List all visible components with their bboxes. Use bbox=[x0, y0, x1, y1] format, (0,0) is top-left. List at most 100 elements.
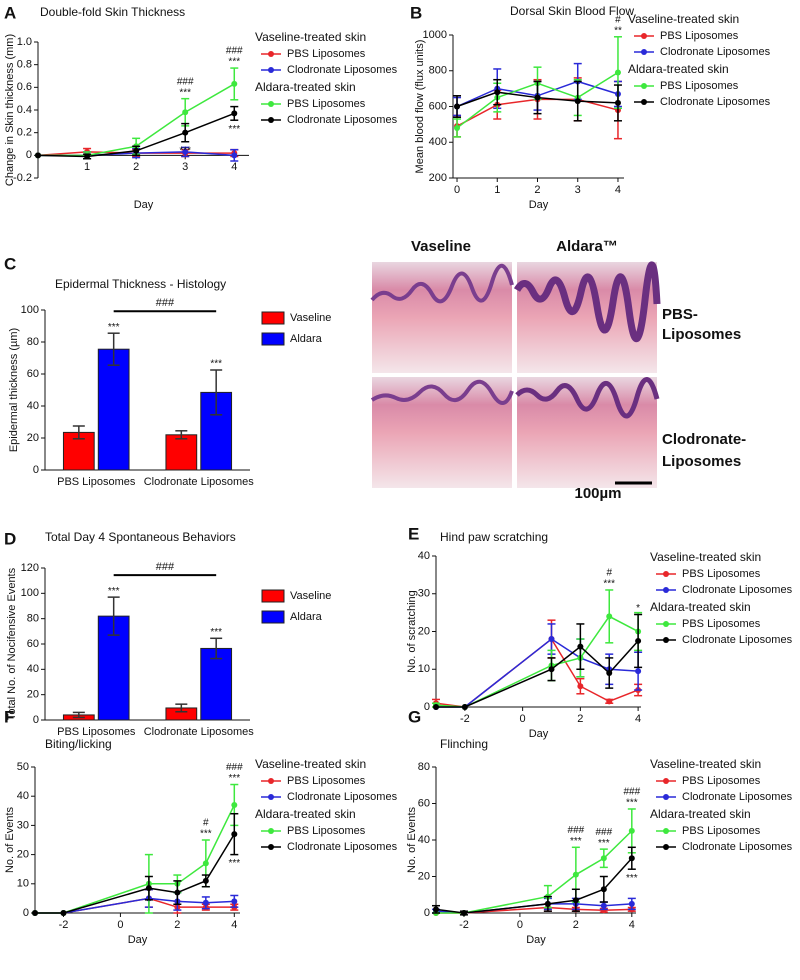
row-label: Liposomes bbox=[662, 453, 741, 470]
chart-panel: B Dorsal Skin Blood Flow Mean blood flow (… bbox=[410, 3, 771, 210]
legend-label: Aldara bbox=[290, 611, 323, 623]
data-point bbox=[182, 148, 189, 155]
data-point bbox=[231, 110, 238, 117]
x-tick-label: -2 bbox=[459, 919, 469, 931]
x-tick-label: Clodronate Liposomes bbox=[144, 476, 255, 488]
significance-label: *** bbox=[108, 586, 120, 597]
data-point bbox=[231, 152, 238, 159]
data-point bbox=[628, 827, 635, 834]
panel-letter: E bbox=[408, 524, 419, 543]
x-tick-label: 4 bbox=[615, 184, 621, 196]
data-point bbox=[572, 897, 579, 904]
legend-swatch bbox=[261, 610, 285, 624]
legend-label: PBS Liposomes bbox=[660, 80, 739, 92]
legend-group-title: Aldara-treated skin bbox=[650, 600, 751, 614]
y-tick-label: 20 bbox=[418, 625, 430, 637]
x-tick-label: 4 bbox=[231, 161, 237, 173]
bar bbox=[165, 434, 198, 471]
data-point bbox=[548, 666, 555, 673]
legend-label: PBS Liposomes bbox=[287, 98, 366, 110]
legend-marker bbox=[663, 794, 669, 800]
significance-label: # bbox=[606, 568, 612, 579]
chart-panel: D Total Day 4 Spontaneous Behaviors Total … bbox=[4, 529, 331, 737]
y-tick-label: 1000 bbox=[423, 29, 447, 41]
chart-title: Flinching bbox=[440, 737, 488, 751]
legend-label: PBS Liposomes bbox=[682, 825, 761, 837]
significance-label: *** bbox=[228, 773, 240, 784]
chart-title: Biting/licking bbox=[45, 737, 112, 751]
legend-marker bbox=[663, 587, 669, 593]
significance-label: *** bbox=[603, 579, 615, 590]
significance-label: ### bbox=[568, 825, 585, 836]
panel-letter: F bbox=[4, 707, 14, 726]
x-tick-label: -2 bbox=[59, 919, 69, 931]
significance-label: ### bbox=[623, 787, 640, 798]
legend-label: Vaseline bbox=[290, 590, 331, 602]
significance-label: *** bbox=[626, 873, 638, 884]
legend-group-title: Aldara-treated skin bbox=[650, 807, 751, 821]
data-point bbox=[600, 855, 607, 862]
significance-label: *** bbox=[200, 829, 212, 840]
data-point bbox=[614, 69, 621, 76]
x-tick-label: 0 bbox=[117, 919, 123, 931]
series-line bbox=[435, 615, 639, 708]
y-tick-label: 10 bbox=[17, 878, 29, 890]
x-tick-label: 1 bbox=[84, 161, 90, 173]
significance-label: # bbox=[615, 14, 621, 25]
legend-group-title: Vaseline-treated skin bbox=[650, 550, 761, 564]
legend-marker bbox=[268, 778, 274, 784]
legend-group-title: Aldara-treated skin bbox=[255, 80, 356, 94]
data-point bbox=[133, 147, 140, 154]
y-tick-label: 600 bbox=[429, 100, 447, 112]
legend-group-title: Vaseline-treated skin bbox=[255, 757, 366, 771]
panel-letter: A bbox=[4, 3, 16, 22]
chart-title: Dorsal Skin Blood Flow bbox=[510, 4, 634, 18]
legend-marker bbox=[268, 117, 274, 123]
data-point bbox=[494, 89, 501, 96]
significance-label: *** bbox=[626, 798, 638, 809]
legend-marker bbox=[641, 33, 647, 39]
y-axis-label: No. of Events bbox=[4, 806, 16, 873]
data-point bbox=[231, 831, 238, 838]
data-point bbox=[433, 704, 439, 710]
column-label: Vaseline bbox=[411, 238, 471, 255]
significance-label: ### bbox=[595, 827, 612, 838]
y-tick-label: 60 bbox=[27, 638, 39, 650]
row-label: Liposomes bbox=[662, 326, 741, 343]
data-point bbox=[461, 704, 468, 710]
histology: Vaseline Aldara™ PBS- Liposomes Clodrona… bbox=[370, 238, 746, 502]
y-axis-label: Epidermal thickness (µm) bbox=[8, 328, 20, 452]
x-tick-label: 4 bbox=[231, 919, 237, 931]
chart-panel: A Double-fold Skin Thickness Change in Ski… bbox=[4, 3, 398, 210]
legend-group-title: Vaseline-treated skin bbox=[650, 757, 761, 771]
x-tick-label: 1 bbox=[494, 184, 500, 196]
legend-marker bbox=[268, 844, 274, 850]
significance-label: *** bbox=[228, 124, 240, 135]
x-tick-label: 3 bbox=[575, 184, 581, 196]
y-tick-label: 400 bbox=[429, 136, 447, 148]
significance-label: *** bbox=[210, 359, 222, 370]
significance-label: * bbox=[636, 603, 640, 614]
data-point bbox=[534, 94, 541, 101]
y-tick-label: 0.6 bbox=[17, 81, 32, 93]
legend-group-title: Aldara-treated skin bbox=[628, 62, 729, 76]
y-tick-label: 120 bbox=[21, 562, 39, 574]
data-point bbox=[182, 109, 189, 116]
bar bbox=[97, 348, 130, 471]
comparison-label: ### bbox=[156, 561, 175, 573]
legend-marker bbox=[663, 778, 669, 784]
data-point bbox=[202, 877, 209, 884]
x-tick-label: -2 bbox=[460, 713, 470, 725]
significance-label: *** bbox=[210, 627, 222, 638]
y-tick-label: 40 bbox=[17, 790, 29, 802]
legend-label: Clodronate Liposomes bbox=[287, 114, 398, 126]
y-tick-label: 0.4 bbox=[17, 104, 32, 116]
data-point bbox=[606, 670, 613, 677]
y-tick-label: 20 bbox=[17, 849, 29, 861]
data-point bbox=[614, 99, 621, 106]
legend-group-title: Vaseline-treated skin bbox=[255, 30, 366, 44]
series-line bbox=[435, 857, 633, 914]
significance-label: ### bbox=[226, 46, 243, 57]
scale-bar-label: 100µm bbox=[574, 485, 621, 502]
